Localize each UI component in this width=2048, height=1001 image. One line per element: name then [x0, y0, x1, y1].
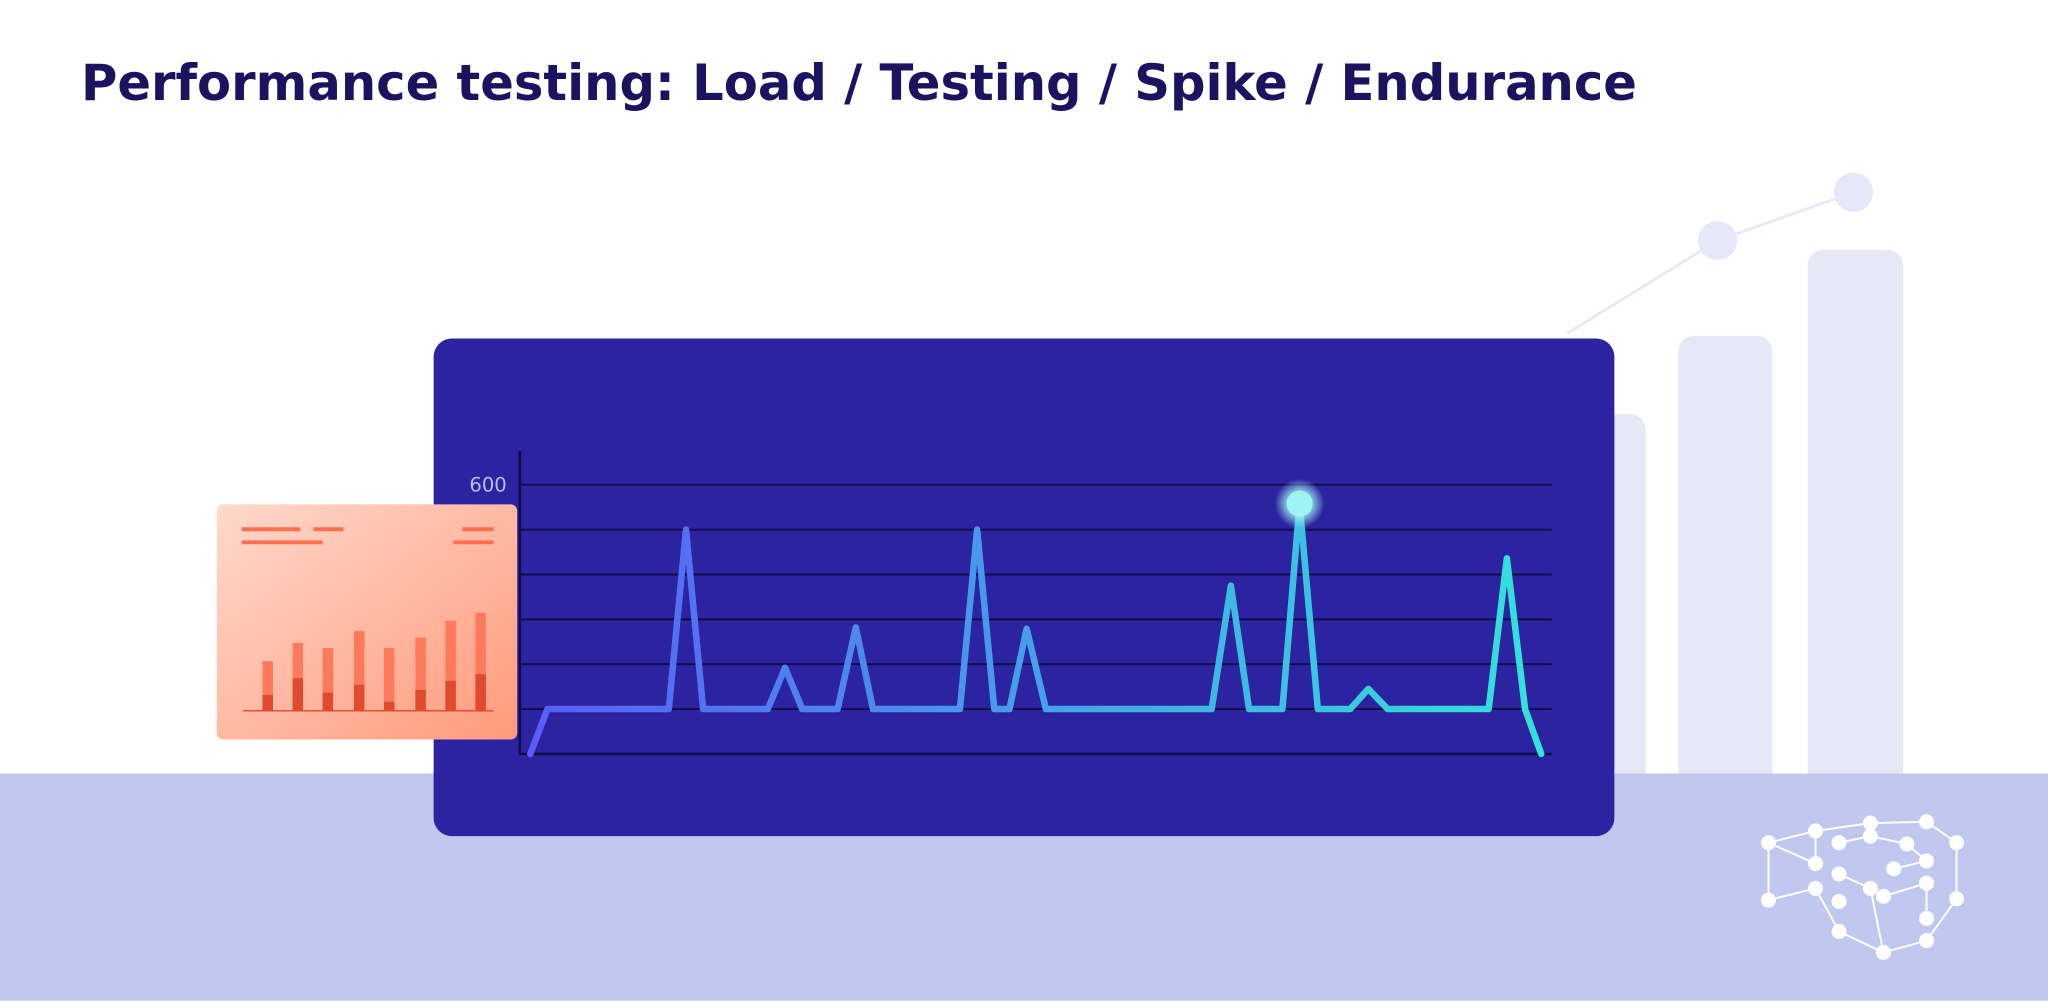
- background-bars: [1566, 172, 1904, 812]
- mini-card: [216, 504, 518, 740]
- network-logo: [1760, 814, 1965, 960]
- page-title: Performance testing: Load / Testing / Sp…: [81, 54, 1637, 112]
- y-tick-label: 600: [469, 474, 506, 497]
- data-line: [527, 500, 1545, 758]
- peak-marker: [1286, 490, 1313, 517]
- chart-panel: [433, 338, 1615, 837]
